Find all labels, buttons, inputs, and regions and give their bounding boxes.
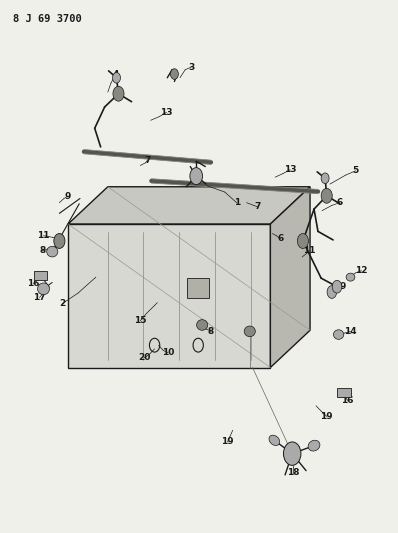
Ellipse shape (47, 246, 58, 257)
Text: 10: 10 (162, 348, 174, 357)
Text: 8: 8 (208, 327, 214, 336)
Text: 7: 7 (254, 203, 261, 212)
Text: 13: 13 (284, 165, 297, 174)
Ellipse shape (244, 326, 256, 337)
Text: 6: 6 (277, 235, 283, 244)
Text: 11: 11 (303, 246, 316, 255)
Text: 13: 13 (160, 108, 173, 117)
Circle shape (190, 167, 203, 184)
Ellipse shape (308, 440, 320, 451)
Text: 20: 20 (138, 353, 150, 362)
Polygon shape (337, 387, 351, 397)
Polygon shape (68, 224, 270, 368)
Ellipse shape (334, 330, 344, 340)
Circle shape (321, 173, 329, 183)
Text: 5: 5 (353, 166, 359, 175)
Circle shape (283, 442, 301, 465)
Text: 17: 17 (33, 293, 46, 302)
Text: 16: 16 (341, 396, 354, 405)
Text: 2: 2 (59, 299, 65, 308)
Polygon shape (68, 187, 310, 224)
Text: 19: 19 (221, 438, 234, 447)
Text: 11: 11 (37, 231, 50, 240)
Text: 6: 6 (337, 198, 343, 207)
Text: 3: 3 (188, 63, 194, 71)
Bar (187, 278, 209, 298)
Ellipse shape (37, 283, 49, 295)
Text: 14: 14 (344, 327, 357, 336)
Text: 8 J 69 3700: 8 J 69 3700 (13, 14, 81, 24)
Polygon shape (270, 187, 310, 368)
Text: 1: 1 (234, 198, 240, 207)
Text: 4: 4 (113, 70, 119, 78)
Circle shape (113, 72, 121, 83)
Ellipse shape (346, 273, 355, 281)
Circle shape (321, 188, 332, 203)
Text: 8: 8 (39, 246, 45, 255)
Text: 16: 16 (27, 279, 39, 288)
Circle shape (332, 280, 342, 293)
Text: 18: 18 (287, 469, 300, 477)
Text: 15: 15 (134, 316, 146, 325)
Circle shape (327, 286, 337, 298)
Ellipse shape (269, 435, 280, 446)
Circle shape (170, 69, 178, 79)
Circle shape (54, 233, 65, 248)
Text: 12: 12 (355, 266, 368, 275)
Text: 9: 9 (339, 282, 346, 291)
Circle shape (113, 86, 124, 101)
Text: 7: 7 (144, 156, 150, 165)
Polygon shape (34, 271, 47, 280)
Text: 9: 9 (64, 192, 70, 201)
Ellipse shape (197, 320, 208, 330)
Circle shape (297, 233, 308, 248)
Text: 19: 19 (320, 412, 333, 421)
